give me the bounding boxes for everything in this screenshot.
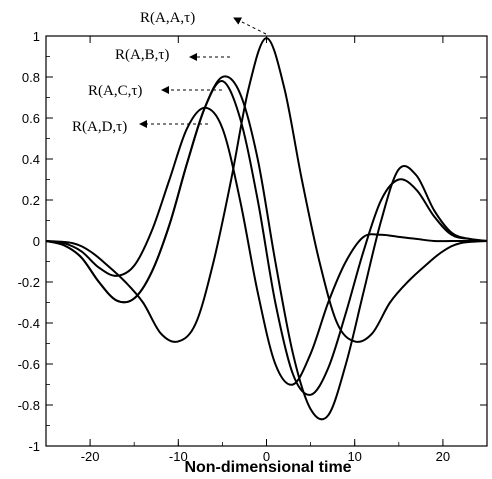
- y-tick-label: -0.6: [18, 357, 40, 372]
- series-label-r-a-c: R(A,C,τ): [88, 83, 142, 99]
- x-tick-label: 10: [347, 449, 361, 464]
- curves-group: [45, 37, 488, 421]
- y-tick-label: 0.4: [22, 152, 40, 167]
- y-tick-label: 0: [33, 234, 40, 249]
- series-line-r-a-a: [45, 37, 488, 343]
- series-label-r-a-b: R(A,B,τ): [115, 47, 169, 63]
- x-tick-label: 20: [436, 449, 450, 464]
- y-tick-label: 1: [33, 29, 40, 44]
- y-tick-label: -0.8: [18, 398, 40, 413]
- y-tick-label: 0.6: [22, 111, 40, 126]
- series-label-r-a-a: R(A,A,τ): [140, 10, 195, 26]
- legend-annotations: R(A,A,τ) R(A,B,τ) R(A,C,τ) R(A,D,τ): [72, 10, 267, 135]
- series-label-r-a-d: R(A,D,τ): [72, 119, 127, 135]
- y-tick-label: -0.4: [18, 316, 40, 331]
- x-tick-label: -10: [169, 449, 188, 464]
- y-tick-label: -0.2: [18, 275, 40, 290]
- y-tick-label: 0.2: [22, 193, 40, 208]
- x-tick-label: -20: [81, 449, 100, 464]
- y-tick-label: -1: [28, 439, 40, 454]
- series-arrow-r-a-a: [233, 17, 267, 35]
- plot-area: -1 -0.8 -0.6 -0.4 -0.2 0 0.2 0.4 0.6 0.8 1 -20 -10 0 1…: [18, 29, 488, 464]
- x-tick-label: 0: [263, 449, 270, 464]
- y-tick-label: 0.8: [22, 70, 40, 85]
- series-line-r-a-d: [45, 106, 487, 386]
- series-line-r-a-c: [45, 80, 488, 396]
- x-axis-title: Non-dimensional time: [184, 459, 351, 476]
